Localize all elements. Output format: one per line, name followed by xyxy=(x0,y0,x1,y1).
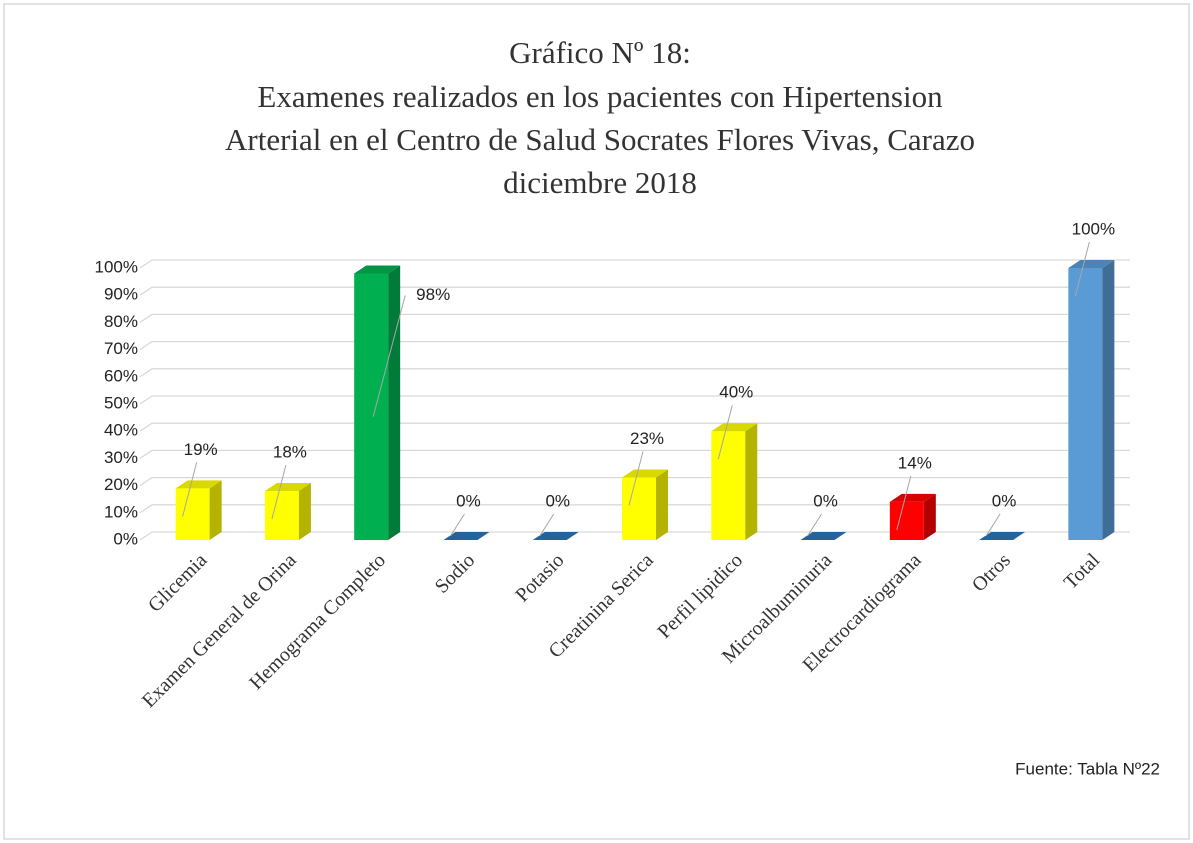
grid-line xyxy=(139,340,1130,351)
bar-side xyxy=(923,493,936,540)
bar-side xyxy=(209,480,222,540)
grid-line xyxy=(139,476,1130,487)
grid-line xyxy=(139,422,1130,432)
leader-line xyxy=(985,513,1001,537)
leader-line xyxy=(539,513,555,537)
bar-top xyxy=(800,532,847,540)
data-label: 0% xyxy=(813,491,838,510)
grid-line xyxy=(139,531,1130,541)
chart-border xyxy=(3,3,1190,840)
y-tick-label: 80% xyxy=(104,312,138,331)
bar-front xyxy=(175,488,210,540)
bar-top xyxy=(443,532,490,540)
bar-front xyxy=(622,477,656,540)
y-tick-label: 30% xyxy=(104,448,138,467)
bar-front xyxy=(889,501,924,540)
leader-line xyxy=(372,295,406,417)
y-tick-label: 20% xyxy=(104,475,138,494)
bar-front xyxy=(711,431,746,540)
leader-line xyxy=(1074,241,1090,297)
data-label: 19% xyxy=(184,440,218,459)
y-tick-label: 50% xyxy=(104,393,138,412)
chart-title: diciembre 2018 xyxy=(503,165,697,200)
bar-top xyxy=(711,423,758,432)
y-tick-label: 70% xyxy=(104,339,138,358)
y-tick-label: 90% xyxy=(104,285,138,304)
bar-side xyxy=(298,483,311,540)
source-note: Fuente: Tabla Nº22 xyxy=(1015,759,1160,778)
bar-top xyxy=(889,493,936,502)
bar-top xyxy=(354,265,401,274)
bar-front xyxy=(264,491,299,540)
leader-line xyxy=(450,513,465,537)
chart-title: Gráfico Nº 18: xyxy=(509,35,691,70)
grid-line xyxy=(139,395,1130,405)
leader-line xyxy=(807,513,822,537)
grid-line xyxy=(139,368,1130,378)
chart-title: Arterial en el Centro de Salud Socrates … xyxy=(225,122,975,157)
bar-side xyxy=(1102,260,1115,540)
grid-line xyxy=(139,259,1130,269)
bar-side xyxy=(745,423,758,540)
grid-line xyxy=(139,313,1130,323)
bar-front xyxy=(1068,268,1103,540)
y-tick-label: 0% xyxy=(113,529,138,548)
data-label: 14% xyxy=(898,453,932,472)
bar-side xyxy=(656,469,668,540)
y-tick-label: 40% xyxy=(104,421,138,440)
bar-top xyxy=(264,483,311,492)
data-label: 23% xyxy=(630,429,664,448)
data-label: 98% xyxy=(416,285,450,304)
bar-top xyxy=(1068,260,1115,268)
grid-line xyxy=(139,504,1130,514)
data-label: 0% xyxy=(456,491,481,510)
leader-line xyxy=(628,451,644,506)
chart-title: Examenes realizados en los pacientes con… xyxy=(257,79,943,114)
leader-line xyxy=(896,475,912,531)
bar-front xyxy=(354,273,389,540)
grid-line xyxy=(139,449,1130,459)
data-label: 18% xyxy=(273,443,307,462)
y-tick-label: 60% xyxy=(104,366,138,385)
data-label: 100% xyxy=(1072,219,1115,238)
y-tick-label: 10% xyxy=(104,502,138,521)
bar-top xyxy=(175,480,222,489)
bar-side xyxy=(388,265,401,540)
bar-top xyxy=(532,532,579,540)
leader-line xyxy=(717,405,733,460)
bar-top xyxy=(979,532,1026,540)
leader-line xyxy=(182,462,198,517)
y-tick-label: 100% xyxy=(95,257,138,276)
grid-line xyxy=(139,286,1130,296)
data-label: 40% xyxy=(719,383,753,402)
leader-line xyxy=(271,464,287,520)
data-label: 0% xyxy=(992,491,1017,510)
data-label: 0% xyxy=(545,491,570,510)
bar-top xyxy=(622,469,668,478)
